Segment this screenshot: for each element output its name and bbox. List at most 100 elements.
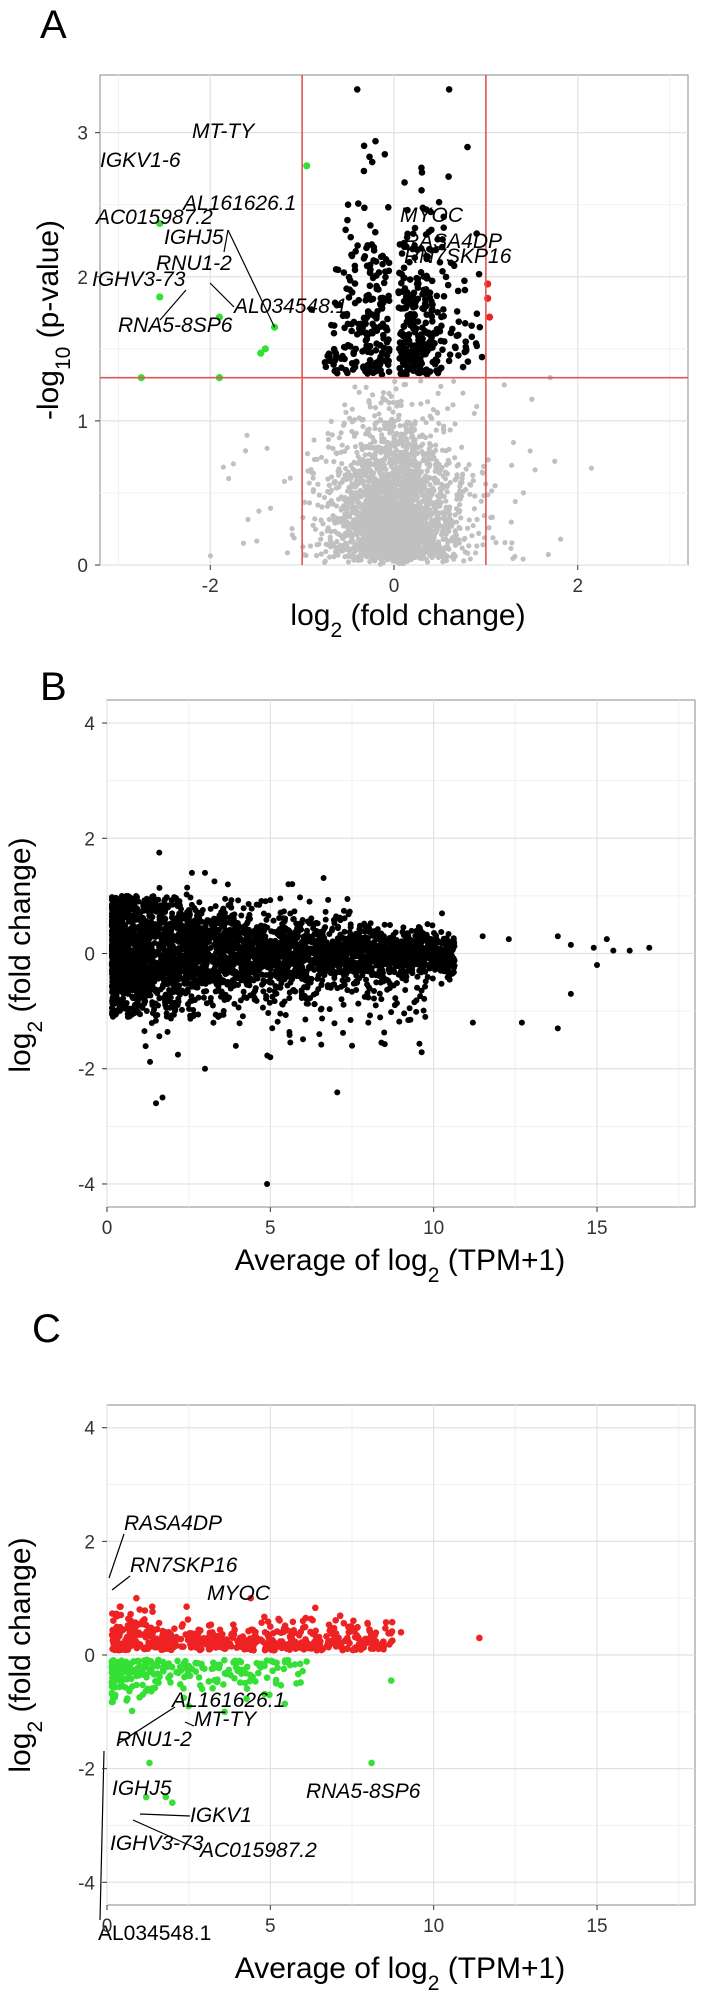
non-significant-point	[382, 528, 388, 535]
down-regulated-point	[156, 293, 164, 301]
non-significant-point	[342, 448, 348, 454]
non-significant-point	[395, 548, 401, 554]
non-significant-point	[467, 556, 473, 562]
non-significant-point	[376, 531, 382, 537]
non-significant-point	[557, 536, 564, 542]
non-significant-point	[433, 480, 439, 486]
significant-point	[404, 334, 411, 341]
non-significant-point	[351, 556, 357, 562]
non-significant-point	[334, 538, 340, 545]
non-significant-point	[395, 416, 402, 423]
non-significant-point	[445, 523, 452, 529]
significant-point	[404, 290, 411, 298]
non-significant-point	[419, 556, 425, 562]
non-significant-point	[479, 469, 485, 475]
non-significant-point	[390, 519, 396, 525]
significant-point	[413, 274, 420, 282]
significant-point	[473, 310, 481, 318]
non-significant-point	[375, 444, 381, 450]
significant-point	[423, 311, 431, 318]
significant-point	[344, 201, 352, 209]
non-significant-point	[374, 419, 380, 425]
significant-point	[395, 288, 402, 295]
non-significant-point	[390, 409, 396, 415]
non-significant-point	[392, 554, 398, 560]
non-significant-point	[468, 482, 474, 488]
non-significant-point	[328, 418, 334, 424]
significant-point	[361, 204, 368, 212]
significant-point	[378, 305, 386, 312]
significant-point	[478, 353, 486, 361]
non-significant-point	[445, 505, 452, 511]
non-significant-point	[463, 466, 469, 472]
significant-point	[445, 86, 453, 93]
significant-point	[350, 349, 357, 356]
non-significant-point	[364, 473, 370, 480]
non-significant-point	[410, 514, 416, 520]
data-point	[438, 980, 445, 987]
non-significant-point	[404, 515, 410, 521]
significant-point	[373, 340, 380, 347]
non-significant-point	[403, 450, 409, 456]
significant-point	[462, 347, 470, 355]
significant-point	[373, 282, 380, 290]
significant-point	[385, 259, 393, 267]
non-significant-point	[428, 517, 434, 523]
data-point	[424, 973, 431, 980]
non-significant-point	[409, 401, 415, 407]
significant-point	[347, 343, 354, 350]
non-significant-point	[287, 475, 293, 481]
non-significant-point	[369, 542, 375, 548]
non-significant-point	[392, 378, 398, 385]
significant-point	[425, 329, 432, 337]
significant-point	[379, 294, 387, 302]
non-significant-point	[365, 462, 371, 468]
significant-point	[348, 252, 356, 260]
significant-point	[401, 359, 409, 367]
significant-point	[333, 369, 341, 377]
non-significant-point	[350, 524, 356, 531]
non-significant-point	[312, 516, 318, 522]
significant-point	[410, 289, 418, 297]
down-regulated-point	[257, 349, 265, 357]
non-significant-point	[456, 524, 462, 531]
non-significant-point	[380, 448, 386, 454]
non-significant-point	[360, 551, 366, 557]
non-significant-point	[386, 405, 392, 412]
non-significant-point	[380, 505, 386, 511]
x-tick-label: -2	[202, 576, 219, 597]
data-point	[429, 975, 436, 982]
non-significant-point	[436, 543, 442, 549]
non-significant-point	[434, 519, 441, 526]
significant-point	[428, 298, 435, 305]
non-significant-point	[416, 471, 422, 477]
non-significant-point	[331, 554, 337, 560]
significant-point	[344, 369, 351, 377]
significant-point	[330, 345, 338, 353]
non-significant-point	[401, 382, 407, 388]
non-significant-point	[454, 492, 460, 498]
non-significant-point	[470, 478, 476, 484]
data-point	[163, 1010, 170, 1017]
non-significant-point	[332, 519, 338, 525]
significant-point	[367, 222, 374, 229]
non-significant-point	[322, 558, 328, 564]
non-significant-point	[371, 445, 377, 451]
significant-point	[441, 338, 448, 345]
non-significant-point	[457, 483, 463, 489]
down-regulated-point	[303, 162, 311, 170]
non-significant-point	[226, 475, 232, 482]
non-significant-point	[450, 378, 457, 384]
significant-point	[468, 322, 475, 329]
non-significant-point	[432, 468, 438, 474]
gene-label: RN7SKP16	[404, 245, 512, 268]
non-significant-point	[458, 515, 464, 521]
significant-point	[434, 351, 442, 359]
significant-point	[423, 302, 430, 310]
non-significant-point	[431, 528, 437, 534]
significant-point	[360, 142, 368, 150]
significant-point	[431, 360, 439, 368]
non-significant-point	[437, 489, 444, 496]
non-significant-point	[355, 499, 361, 505]
non-significant-point	[310, 522, 316, 528]
